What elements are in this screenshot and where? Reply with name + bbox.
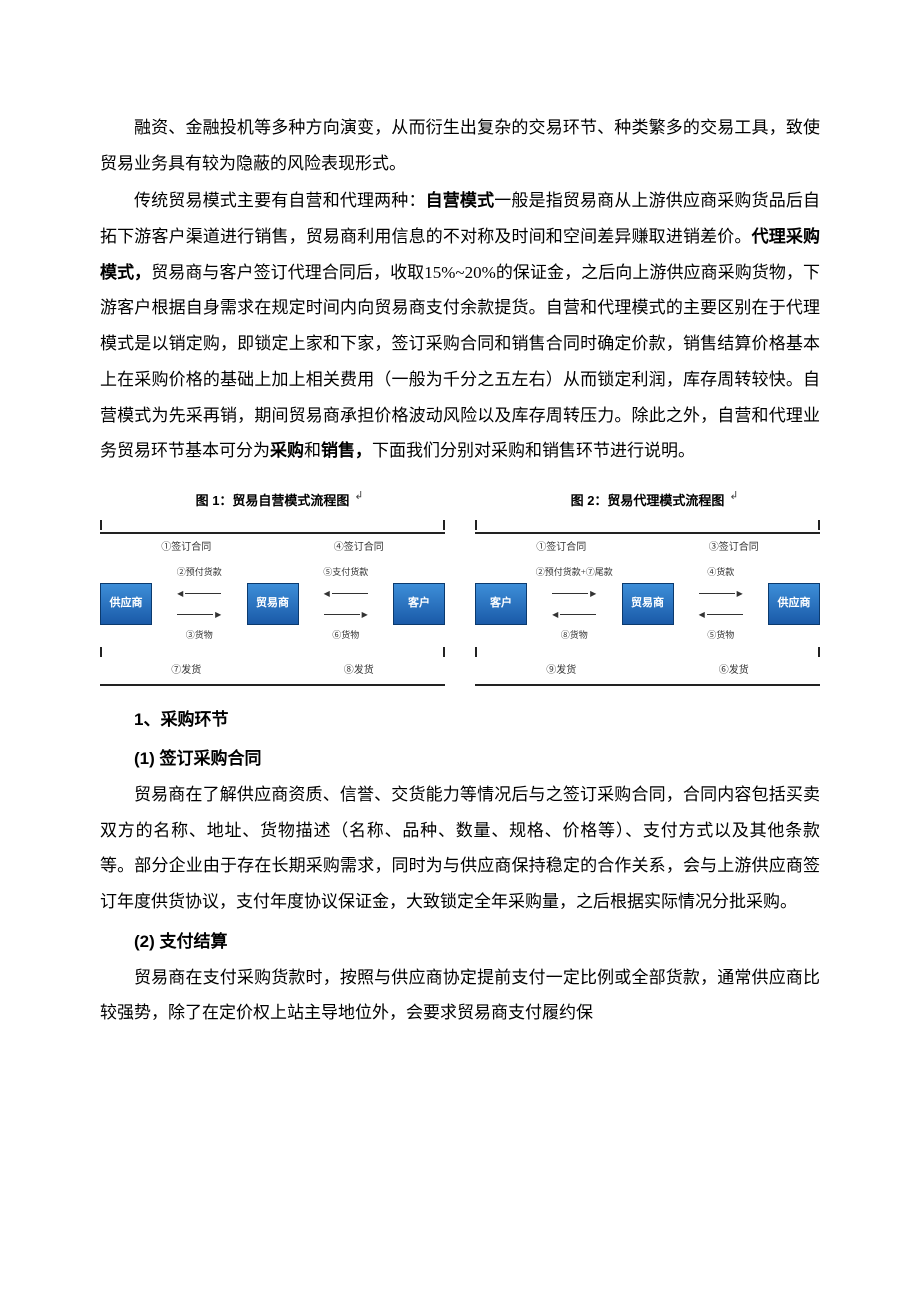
node-trader: 贸易商 [247,583,299,624]
diagram2-arrows-left: ②预付货款+⑦尾款 ⑧货物 [527,563,622,645]
d1-ar-down: ⑥货物 [332,626,359,645]
diagram2-nodes: 客户 ②预付货款+⑦尾款 ⑧货物 贸易商 ④货款 ⑤货物 供应商 [475,563,820,645]
p2-bold-self: 自营模式 [426,191,495,210]
d1-top-right: ④签订合同 [334,534,384,561]
node-supplier: 供应商 [768,583,820,624]
diagram2-bottom-labels: ⑨发货 ⑥发货 [475,657,820,686]
d2-ar-down: ⑤货物 [707,626,734,645]
arrow-right-icon [737,584,743,603]
p2-tail: 下面我们分别对采购和销售环节进行说明。 [372,441,695,460]
diagram2-arrows-right: ④货款 ⑤货物 [674,563,769,645]
p2-bold-buy: 采购 [270,441,304,460]
diagram1-title: 图 1：贸易自营模式流程图 [196,487,350,514]
bracket-bot [100,647,445,657]
diagram2-title: 图 2：贸易代理模式流程图 [571,487,725,514]
bracket-top [475,520,820,530]
diagram1-bottom-labels: ⑦发货 ⑧发货 [100,657,445,686]
node-customer: 客户 [475,583,527,624]
d2-bot-right: ⑥发货 [719,657,749,684]
d2-al-down: ⑧货物 [561,626,588,645]
bracket-bot [475,647,820,657]
arrow-right-icon [215,605,221,624]
paragraph-modes: 传统贸易模式主要有自营和代理两种：自营模式一般是指贸易商从上游供应商采购货品后自… [100,183,820,469]
superscript-mark-icon: ↲ [729,485,738,508]
superscript-mark-icon: ↲ [354,485,363,508]
d2-top-left: ①签订合同 [536,534,586,561]
arrow-left-icon [699,605,705,624]
diagram2-top-labels: ①签订合同 ③签订合同 [475,532,820,561]
d1-al-down: ③货物 [186,626,213,645]
diagram1-arrows-left: ②预付货款 ③货物 [152,563,247,645]
arrow-right-icon [590,584,596,603]
subsection-1-heading: (1) 签订采购合同 [100,741,820,777]
paragraph-intro: 融资、金融投机等多种方向演变，从而衍生出复杂的交易环节、种类繁多的交易工具，致使… [100,110,820,181]
d1-top-left: ①签订合同 [161,534,211,561]
diagram1-nodes: 供应商 ②预付货款 ③货物 贸易商 ⑤支付货款 ⑥货物 客户 [100,563,445,645]
arrow-left-icon [552,605,558,624]
d1-bot-left: ⑦发货 [171,657,201,684]
p2-pre: 传统贸易模式主要有自营和代理两种： [134,191,426,210]
p2-mid3: 和 [304,441,321,460]
node-trader: 贸易商 [622,583,674,624]
diagram1-arrows-right: ⑤支付货款 ⑥货物 [299,563,394,645]
section-1-heading: 1、采购环节 [100,702,820,738]
diagram-container: 图 1：贸易自营模式流程图 ↲ ①签订合同 ④签订合同 供应商 ②预付货款 ③货… [100,487,820,688]
arrow-left-icon [177,584,183,603]
d2-al-up: ②预付货款+⑦尾款 [536,563,613,582]
d1-al-up: ②预付货款 [177,563,222,582]
arrow-right-icon [362,605,368,624]
d1-ar-up: ⑤支付货款 [323,563,368,582]
d2-bot-left: ⑨发货 [546,657,576,684]
node-customer: 客户 [393,583,445,624]
d2-ar-up: ④货款 [707,563,734,582]
diagram1-top-labels: ①签订合同 ④签订合同 [100,532,445,561]
d2-top-right: ③签订合同 [709,534,759,561]
subsection-2-heading: (2) 支付结算 [100,924,820,960]
diagram-agent: 图 2：贸易代理模式流程图 ↲ ①签订合同 ③签订合同 客户 ②预付货款+⑦尾款… [475,487,820,688]
paragraph-payment: 贸易商在支付采购货款时，按照与供应商协定提前支付一定比例或全部货款，通常供应商比… [100,960,820,1031]
p2-mid2: 贸易商与客户签订代理合同后，收取15%~20%的保证金，之后向上游供应商采购货物… [100,263,820,460]
d1-bot-right: ⑧发货 [344,657,374,684]
node-supplier: 供应商 [100,583,152,624]
bracket-top [100,520,445,530]
paragraph-contract: 贸易商在了解供应商资质、信誉、交货能力等情况后与之签订采购合同，合同内容包括买卖… [100,777,820,920]
arrow-left-icon [324,584,330,603]
diagram-self-operate: 图 1：贸易自营模式流程图 ↲ ①签订合同 ④签订合同 供应商 ②预付货款 ③货… [100,487,445,688]
p2-bold-sell: 销售， [321,441,372,460]
